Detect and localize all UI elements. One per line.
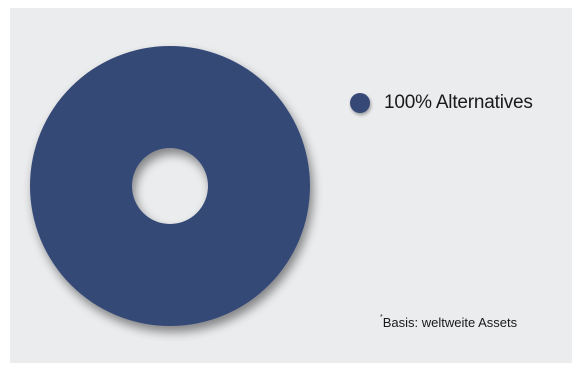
- footnote: *Basis: weltweite Assets: [380, 314, 518, 330]
- chart-panel: 100% Alternatives *Basis: weltweite Asse…: [10, 8, 572, 363]
- donut-chart: [29, 45, 310, 327]
- legend-swatch-alternatives: [350, 93, 370, 113]
- legend-label-alternatives: 100% Alternatives: [384, 92, 533, 113]
- footnote-marker: *: [380, 314, 383, 321]
- footnote-text: Basis: weltweite Assets: [382, 315, 518, 330]
- donut-slice-alternatives: [29, 45, 310, 327]
- legend: 100% Alternatives: [350, 92, 533, 114]
